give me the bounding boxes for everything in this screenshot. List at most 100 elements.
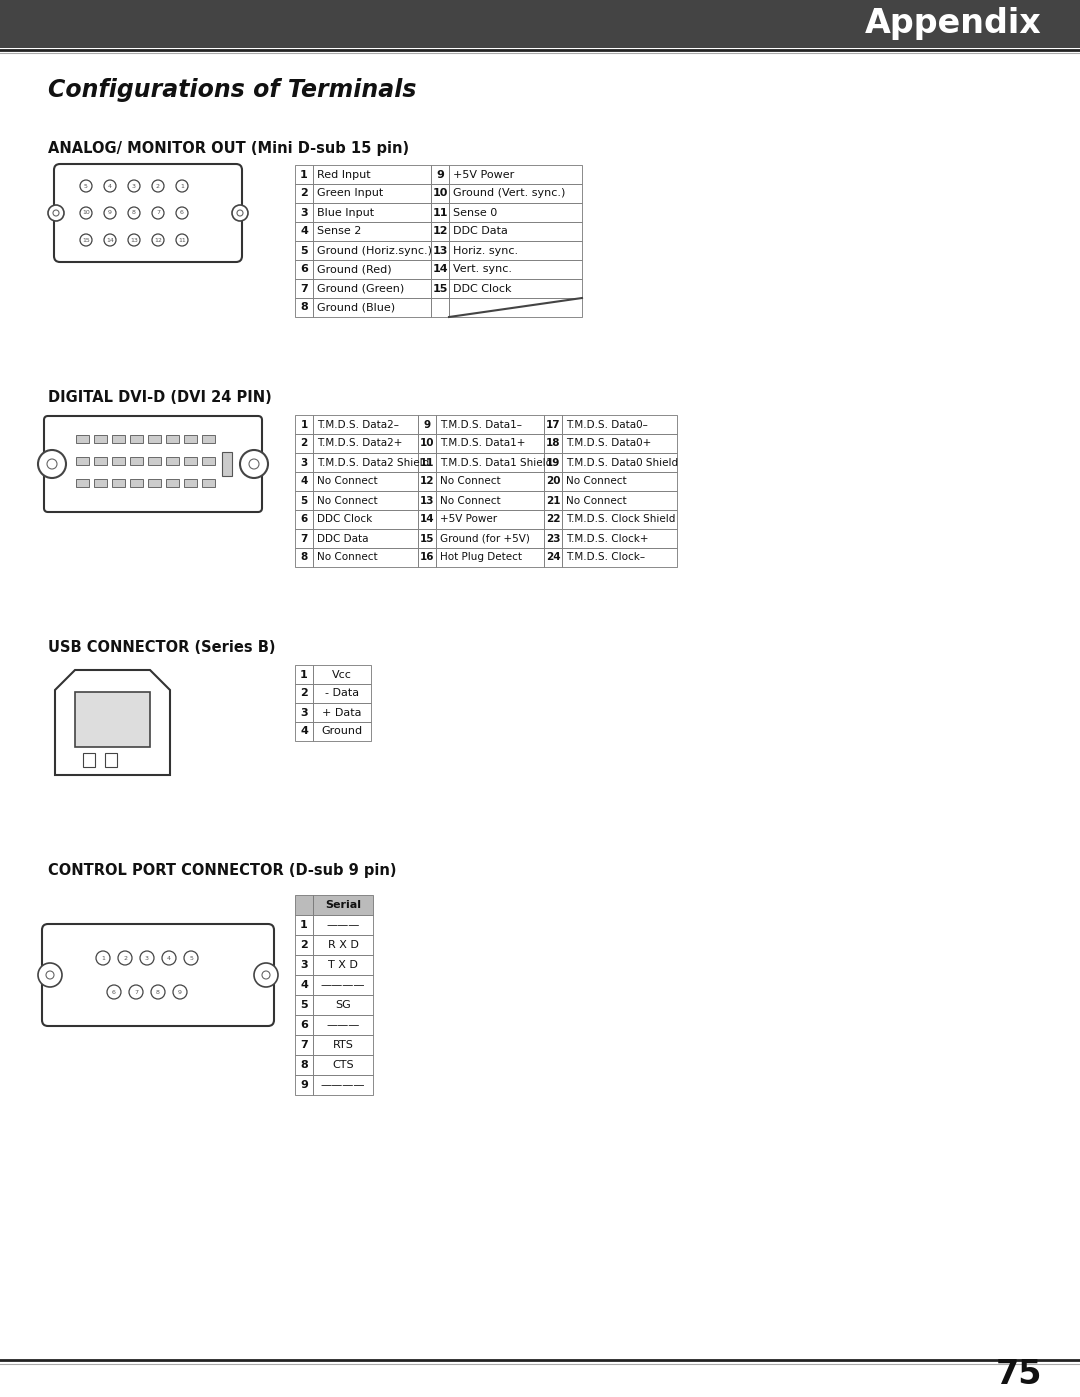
Text: 11: 11 bbox=[432, 208, 448, 218]
Circle shape bbox=[107, 985, 121, 999]
Text: T.M.D.S. Data0+: T.M.D.S. Data0+ bbox=[566, 439, 651, 448]
Bar bbox=[436, 510, 544, 529]
Text: 13: 13 bbox=[432, 246, 448, 256]
Circle shape bbox=[48, 205, 64, 221]
Text: Horiz. sync.: Horiz. sync. bbox=[453, 246, 518, 256]
Text: 17: 17 bbox=[545, 419, 561, 429]
Text: 13: 13 bbox=[420, 496, 434, 506]
Text: 4: 4 bbox=[167, 956, 171, 961]
Text: Hot Plug Detect: Hot Plug Detect bbox=[440, 552, 522, 563]
Text: + Data: + Data bbox=[322, 707, 362, 718]
Text: Ground (for +5V): Ground (for +5V) bbox=[440, 534, 530, 543]
Circle shape bbox=[38, 963, 62, 988]
Bar bbox=[313, 260, 431, 279]
Bar bbox=[436, 472, 544, 490]
Text: 24: 24 bbox=[545, 552, 561, 563]
Text: 4: 4 bbox=[300, 726, 308, 736]
Bar bbox=[431, 184, 449, 203]
Text: 2: 2 bbox=[300, 189, 308, 198]
Text: 21: 21 bbox=[545, 496, 561, 506]
Text: Serial: Serial bbox=[325, 900, 361, 909]
Bar bbox=[148, 434, 161, 443]
Text: ———: ——— bbox=[326, 1020, 360, 1030]
Circle shape bbox=[152, 207, 164, 219]
Bar bbox=[313, 995, 373, 1016]
Bar bbox=[112, 434, 125, 443]
Bar bbox=[184, 434, 197, 443]
Text: 2: 2 bbox=[156, 183, 160, 189]
Bar bbox=[436, 490, 544, 510]
Circle shape bbox=[140, 951, 154, 965]
Bar bbox=[313, 279, 431, 298]
Text: Red Input: Red Input bbox=[318, 169, 370, 179]
Text: 4: 4 bbox=[300, 476, 308, 486]
Text: 14: 14 bbox=[420, 514, 434, 524]
Bar bbox=[94, 457, 107, 465]
Bar bbox=[313, 956, 373, 975]
Bar bbox=[295, 1076, 313, 1095]
Text: Sense 0: Sense 0 bbox=[453, 208, 497, 218]
Text: +5V Power: +5V Power bbox=[453, 169, 514, 179]
Bar bbox=[544, 529, 562, 548]
Bar bbox=[313, 722, 372, 740]
Bar bbox=[544, 490, 562, 510]
Bar bbox=[562, 434, 677, 453]
Text: No Connect: No Connect bbox=[440, 496, 501, 506]
Text: 15: 15 bbox=[420, 534, 434, 543]
Bar bbox=[544, 510, 562, 529]
Bar bbox=[562, 490, 677, 510]
Bar bbox=[449, 242, 582, 260]
Text: 2: 2 bbox=[300, 689, 308, 698]
Bar bbox=[562, 415, 677, 434]
Text: 15: 15 bbox=[432, 284, 448, 293]
Text: 1: 1 bbox=[300, 419, 308, 429]
Text: Vcc: Vcc bbox=[332, 669, 352, 679]
Bar bbox=[105, 753, 117, 767]
Bar bbox=[94, 479, 107, 488]
Text: Sense 2: Sense 2 bbox=[318, 226, 362, 236]
Bar bbox=[562, 529, 677, 548]
Text: 12: 12 bbox=[420, 476, 434, 486]
Text: T.M.D.S. Data1 Shield: T.M.D.S. Data1 Shield bbox=[440, 457, 552, 468]
Circle shape bbox=[176, 207, 188, 219]
Bar bbox=[295, 434, 313, 453]
Bar bbox=[295, 490, 313, 510]
Text: 5: 5 bbox=[189, 956, 193, 961]
Text: 2: 2 bbox=[123, 956, 127, 961]
Text: T.M.D.S. Clock–: T.M.D.S. Clock– bbox=[566, 552, 645, 563]
Text: 4: 4 bbox=[108, 183, 112, 189]
Bar bbox=[313, 242, 431, 260]
Bar bbox=[166, 434, 179, 443]
Bar bbox=[313, 1016, 373, 1035]
Text: 7: 7 bbox=[300, 534, 308, 543]
Bar bbox=[449, 222, 582, 242]
Bar bbox=[313, 895, 373, 915]
Circle shape bbox=[80, 207, 92, 219]
Text: 1: 1 bbox=[180, 183, 184, 189]
Circle shape bbox=[38, 450, 66, 478]
Bar bbox=[166, 457, 179, 465]
Bar bbox=[130, 434, 143, 443]
Text: No Connect: No Connect bbox=[318, 552, 378, 563]
Text: 7: 7 bbox=[300, 1039, 308, 1051]
Text: 7: 7 bbox=[156, 211, 160, 215]
Bar bbox=[295, 548, 313, 567]
Bar bbox=[418, 490, 436, 510]
Text: 4: 4 bbox=[300, 226, 308, 236]
Bar bbox=[202, 457, 215, 465]
Bar bbox=[313, 165, 431, 184]
Bar bbox=[295, 703, 313, 722]
Bar bbox=[313, 203, 431, 222]
Text: 2: 2 bbox=[300, 439, 308, 448]
Text: 23: 23 bbox=[545, 534, 561, 543]
Text: No Connect: No Connect bbox=[566, 496, 626, 506]
Bar bbox=[449, 298, 582, 317]
Bar bbox=[436, 415, 544, 434]
Text: 8: 8 bbox=[132, 211, 136, 215]
Bar bbox=[295, 222, 313, 242]
Bar bbox=[148, 457, 161, 465]
Bar bbox=[313, 665, 372, 685]
Text: 9: 9 bbox=[436, 169, 444, 179]
Circle shape bbox=[237, 210, 243, 217]
Bar bbox=[295, 472, 313, 490]
